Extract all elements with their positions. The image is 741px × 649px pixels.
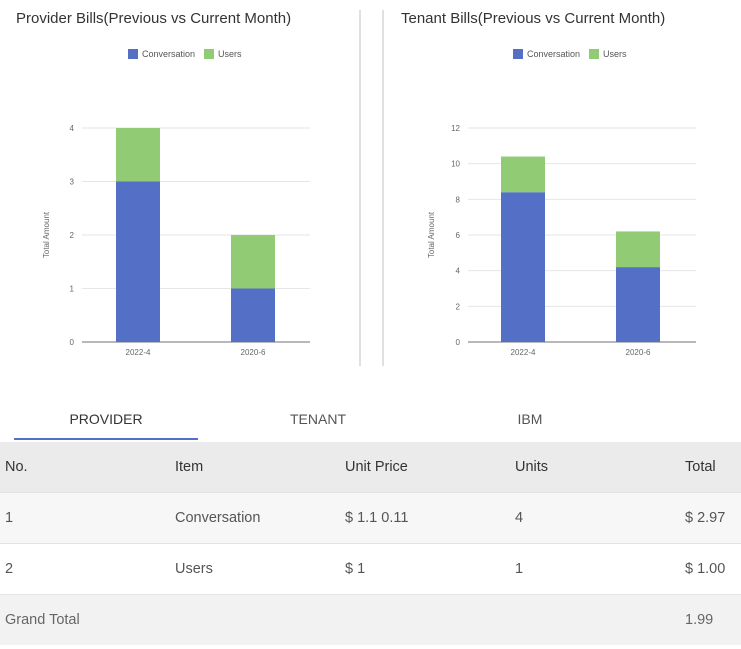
cell-total: $ 2.97 <box>680 491 741 543</box>
table-row: 1 Conversation $ 1.1 0.11 4 $ 2.97 <box>0 491 741 543</box>
y-tick-label: 4 <box>70 124 75 133</box>
column-header-no: No. <box>0 442 170 492</box>
column-header-item: Item <box>170 442 340 492</box>
y-tick-label: 6 <box>456 231 461 240</box>
y-tick-label: 2 <box>456 302 461 311</box>
x-tick-label: 2020-6 <box>241 348 266 357</box>
bar-conversation <box>231 288 275 342</box>
legend-swatch-conversation <box>128 49 138 59</box>
y-axis-title: Total Amount <box>42 211 51 258</box>
legend-swatch-users <box>204 49 215 59</box>
cell-empty <box>510 593 680 645</box>
x-tick-label: 2020-6 <box>626 348 651 357</box>
provider-chart-panel: Provider Bills(Previous vs Current Month… <box>0 0 360 370</box>
grand-total-row: Grand Total 1.99 <box>0 593 741 645</box>
legend-item-users[interactable]: Users <box>204 49 242 59</box>
y-tick-label: 3 <box>70 178 75 187</box>
y-tick-label: 0 <box>456 338 461 347</box>
y-axis-title: Total Amount <box>427 211 436 258</box>
cell-units: 4 <box>510 491 680 543</box>
bar-conversation <box>616 267 660 342</box>
cell-item: Users <box>170 542 340 594</box>
tenant-bar-chart: 0 2 4 6 8 10 12 2022-4 2020-6 Total Amount <box>427 124 696 357</box>
cell-units: 1 <box>510 542 680 594</box>
x-tick-label: 2022-4 <box>511 348 536 357</box>
bar-users <box>231 235 275 289</box>
y-tick-label: 0 <box>70 338 75 347</box>
tenant-chart-panel: Tenant Bills(Previous vs Current Month) … <box>386 0 741 370</box>
legend-swatch-conversation <box>513 49 523 59</box>
cell-unit-price: $ 1 <box>340 542 510 594</box>
bar-conversation <box>116 181 160 342</box>
legend-item-conversation[interactable]: Conversation <box>513 49 580 59</box>
chart-title: Provider Bills(Previous vs Current Month… <box>16 10 292 27</box>
bar-users <box>616 231 660 268</box>
y-tick-label: 2 <box>70 231 75 240</box>
cell-no: 1 <box>0 491 170 543</box>
legend-label: Conversation <box>142 49 196 59</box>
cell-total: $ 1.00 <box>680 542 741 594</box>
bar-users <box>501 156 545 193</box>
y-tick-label: 8 <box>456 195 461 204</box>
grand-total-value: 1.99 <box>680 593 741 645</box>
tab-provider[interactable]: PROVIDER <box>69 411 143 427</box>
legend-swatch-users <box>589 49 600 59</box>
chart-title: Tenant Bills(Previous vs Current Month) <box>401 10 666 27</box>
table-row: 2 Users $ 1 1 $ 1.00 <box>0 542 741 594</box>
bar-conversation <box>501 192 545 342</box>
legend-label: Users <box>218 49 242 59</box>
panel-divider <box>359 10 361 366</box>
provider-bar-chart: 0 1 2 3 4 2022-4 2020-6 Total Amount <box>42 124 310 357</box>
y-tick-label: 1 <box>70 285 75 294</box>
y-tick-label: 12 <box>451 124 460 133</box>
bill-tabs: PROVIDER TENANT IBM <box>0 398 741 442</box>
column-header-total: Total <box>680 442 741 492</box>
tab-tenant[interactable]: TENANT <box>290 411 346 427</box>
grand-total-label: Grand Total <box>0 593 170 645</box>
y-tick-label: 10 <box>451 160 460 169</box>
legend-label: Users <box>603 49 627 59</box>
cell-no: 2 <box>0 542 170 594</box>
tab-ibm[interactable]: IBM <box>517 411 543 427</box>
legend-item-conversation[interactable]: Conversation <box>128 49 195 59</box>
column-header-units: Units <box>510 442 680 492</box>
active-tab-indicator <box>14 438 198 440</box>
cell-item: Conversation <box>170 491 340 543</box>
y-tick-label: 4 <box>456 267 461 276</box>
cell-empty <box>340 593 510 645</box>
chart-legend: Conversation Users <box>0 49 360 59</box>
legend-item-users[interactable]: Users <box>589 49 627 59</box>
bills-table: No. Item Unit Price Units Total 1 Conver… <box>0 442 741 645</box>
panel-divider <box>382 10 384 366</box>
cell-empty <box>170 593 340 645</box>
legend-label: Conversation <box>527 49 581 59</box>
column-header-unit-price: Unit Price <box>340 442 510 492</box>
table-header-row: No. Item Unit Price Units Total <box>0 442 741 492</box>
cell-unit-price: $ 1.1 0.11 <box>340 491 510 543</box>
chart-legend: Conversation Users <box>386 49 741 59</box>
x-tick-label: 2022-4 <box>126 348 151 357</box>
bar-users <box>116 128 160 182</box>
